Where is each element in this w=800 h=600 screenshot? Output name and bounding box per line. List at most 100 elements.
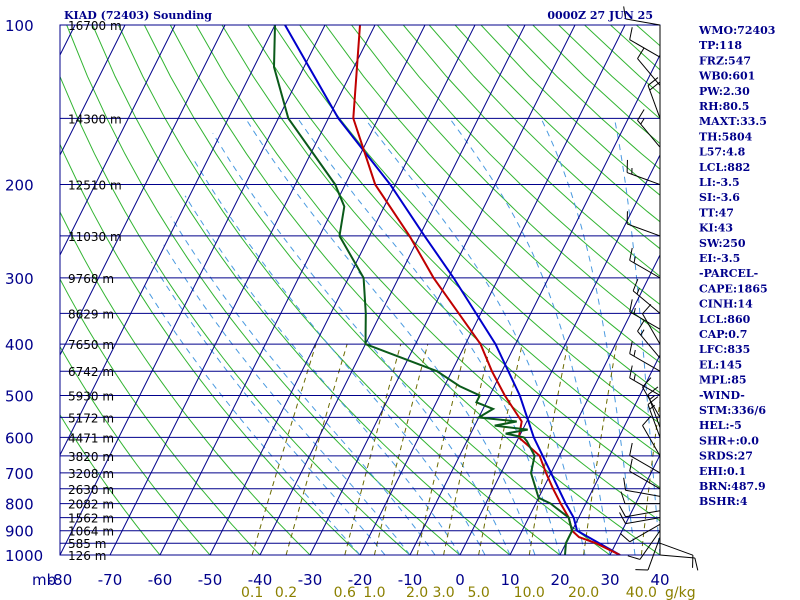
wind-barb-feather — [629, 299, 633, 312]
wind-barb — [629, 365, 661, 396]
moist-adiabat — [184, 195, 461, 555]
wind-barb-half-feather — [640, 329, 645, 336]
sounding-index: WB0:601 — [698, 70, 755, 83]
sounding-index: FRZ:547 — [699, 54, 751, 67]
wind-barb-staff — [625, 18, 661, 26]
wind-barb-feather — [642, 415, 652, 426]
pressure-tick-label: 700 — [5, 465, 34, 483]
mixing-ratio-line — [251, 343, 317, 555]
height-label: 2082 m — [68, 498, 114, 512]
wind-barb — [623, 477, 661, 497]
wind-barb-feather — [629, 442, 633, 456]
wind-barb — [637, 109, 661, 148]
parcel-trace — [284, 25, 621, 555]
wind-barb-feather — [619, 532, 631, 543]
height-label: 5930 m — [68, 389, 114, 403]
wind-barb-staff — [625, 517, 661, 525]
wind-barb-staff — [642, 386, 661, 418]
isotherm — [209, 25, 476, 555]
wind-barb-half-feather — [636, 288, 640, 295]
wind-barb — [637, 320, 661, 359]
isotherm — [609, 453, 660, 555]
wind-barb — [619, 505, 661, 518]
temperature-tick-label: 40 — [650, 571, 669, 589]
wind-barb-staff — [647, 536, 661, 571]
pressure-tick-label: 900 — [5, 523, 34, 541]
wind-barb-staff — [639, 530, 661, 560]
wind-barb-feather — [629, 27, 633, 40]
temperature-tick-label: 20 — [550, 571, 569, 589]
wind-barb — [619, 512, 661, 525]
wind-barb-feather — [627, 555, 641, 560]
wind-barb-feather — [629, 341, 633, 354]
wind-barb-half-feather — [633, 307, 636, 315]
wind-barb — [659, 554, 699, 571]
height-label: 8629 m — [68, 307, 114, 321]
sounding-index: MPL:85 — [699, 374, 747, 387]
temperature-tick-label: -70 — [98, 571, 123, 589]
height-label: 16700 m — [68, 19, 122, 33]
dry-adiabat — [221, 25, 660, 489]
height-label: 585 m — [68, 537, 106, 551]
wind-barb-staff — [629, 259, 661, 279]
isotherm — [559, 353, 660, 555]
wind-barb-half-feather — [649, 395, 656, 400]
sounding-index: STM:336/6 — [699, 404, 766, 417]
wind-barb-staff — [647, 404, 661, 438]
sounding-index: MAXT:33.5 — [699, 115, 767, 128]
wind-barb — [629, 247, 661, 279]
sounding-index: CAPE:1865 — [699, 282, 768, 295]
isotherm — [60, 25, 126, 157]
sounding-index: SI:-3.6 — [699, 191, 740, 204]
pressure-tick-label: 600 — [5, 429, 34, 447]
wind-barb-feather — [623, 6, 627, 19]
wind-barb-feather — [647, 77, 659, 86]
wind-barb-staff — [629, 523, 661, 543]
mixing-ratio-label: 20.0 — [568, 585, 599, 600]
wind-barb — [642, 415, 661, 457]
wind-barb-feather — [629, 458, 633, 472]
dry-adiabat — [60, 210, 311, 555]
sounding-index: TT:47 — [699, 206, 734, 219]
isotherm — [409, 53, 660, 555]
dry-adiabat — [195, 25, 660, 522]
moist-adiabat — [245, 118, 536, 555]
sounding-index: TH:5804 — [699, 130, 753, 143]
sounding-index: LCL:882 — [699, 161, 750, 174]
sounding-index: -WIND- — [699, 389, 745, 402]
sounding-index: PW:2.30 — [699, 85, 750, 98]
wind-barb-feather — [620, 491, 626, 504]
moist-adiabat — [449, 118, 611, 555]
wind-barb-staff — [625, 489, 661, 497]
wind-barb-feather — [642, 377, 652, 388]
moist-adiabat — [193, 160, 486, 555]
sounding-index: KI:43 — [699, 222, 733, 235]
mixing-ratio-label: 2.0 — [406, 585, 428, 600]
wind-barb-feather — [637, 47, 645, 59]
wind-barb-staff — [659, 542, 694, 556]
wind-barb-staff — [642, 313, 661, 345]
pressure-tick-label: 300 — [5, 270, 34, 288]
wind-barb-staff — [629, 39, 661, 58]
sounding-index: HEL:-5 — [699, 419, 742, 432]
dry-adiabat — [143, 25, 611, 555]
dry-adiabat — [92, 25, 511, 555]
plot-area — [60, 25, 660, 555]
mixing-ratio-line — [373, 343, 429, 555]
wind-barb — [637, 47, 661, 86]
wind-barb — [627, 530, 661, 560]
mixing-ratio-label: 0.2 — [275, 585, 297, 600]
wind-barb — [659, 542, 694, 568]
mixing-ratio-label: 10.0 — [514, 585, 545, 600]
wind-barb-staff — [629, 353, 661, 372]
wind-barb — [619, 523, 661, 543]
sounding-index: WMO:72403 — [698, 24, 775, 37]
height-label: 11030 m — [68, 230, 122, 244]
pressure-tick-label: 200 — [5, 177, 34, 195]
mixing-ratio-label: 3.0 — [432, 585, 454, 600]
wind-barb-staff — [637, 120, 661, 148]
mixing-ratio-label: 1.0 — [363, 585, 385, 600]
wind-barb-staff — [625, 510, 661, 518]
wind-barb — [629, 458, 661, 490]
sounding-index: TP:118 — [699, 39, 742, 52]
